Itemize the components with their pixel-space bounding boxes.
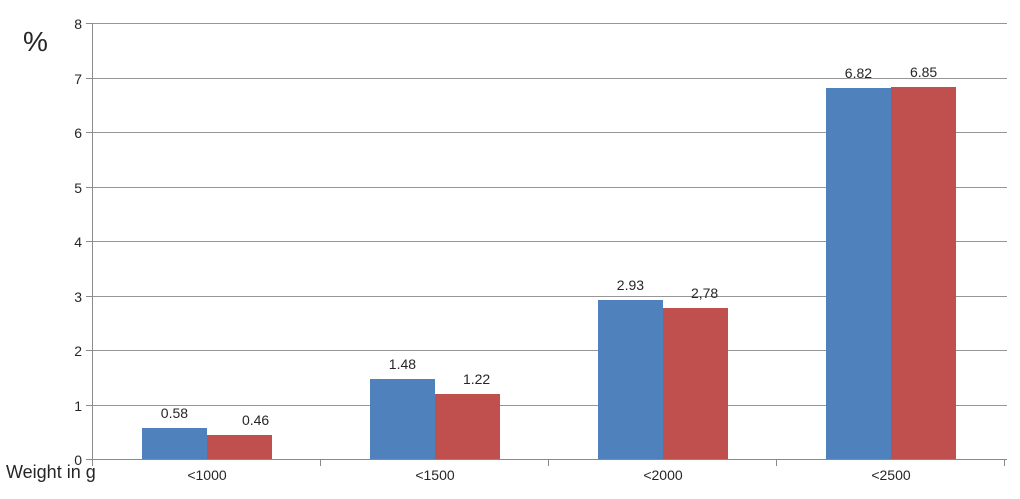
bar-series-1-category-2 — [369, 379, 435, 460]
y-axis-title: % — [23, 26, 48, 57]
y-axis-tick-label: 3 — [74, 289, 82, 305]
x-axis-line — [93, 459, 1007, 460]
y-axis-tick — [86, 187, 93, 188]
y-axis-tick — [86, 350, 93, 351]
gridline — [93, 241, 1007, 242]
bar-series-1-category-4 — [825, 88, 891, 460]
bar-value-label: 6.85 — [909, 63, 938, 80]
y-axis-tick — [86, 296, 93, 297]
y-axis-line — [92, 24, 93, 466]
x-axis-category-label: <2000 — [643, 467, 683, 483]
gridline — [93, 350, 1007, 351]
y-axis-tick-label: 1 — [74, 398, 82, 414]
bar-value-label: 1.22 — [462, 370, 491, 387]
gridline — [93, 78, 1007, 79]
y-axis-tick — [86, 23, 93, 24]
y-axis-tick-label: 7 — [74, 71, 82, 87]
y-axis-tick — [86, 132, 93, 133]
x-axis-tick — [776, 460, 777, 466]
y-axis-tick-label: 4 — [74, 234, 82, 250]
bar-series-2-category-3 — [663, 308, 729, 460]
bar-value-label: 0.58 — [160, 405, 189, 422]
y-axis-tick — [86, 78, 93, 79]
plot-area: 0.58 0.46 <1000 1.48 1.22 <1500 2.93 2,78 <2000 6… — [74, 17, 1007, 482]
bar-value-label: 6.82 — [844, 65, 873, 82]
x-axis-tick — [320, 460, 321, 466]
y-axis-tick — [86, 459, 93, 460]
bar-series-2-category-4 — [891, 86, 957, 460]
y-axis-tick-label: 5 — [74, 180, 82, 196]
bar-value-label: 1.48 — [388, 356, 417, 373]
gridline — [93, 187, 1007, 188]
bar-value-label: 2,78 — [690, 285, 719, 302]
y-axis-tick-label: 0 — [74, 452, 82, 468]
bar-value-label: 2.93 — [616, 277, 645, 294]
x-axis-category-label: <1500 — [415, 467, 455, 483]
x-axis-category-label: <1000 — [187, 467, 227, 483]
y-axis-tick-label: 2 — [74, 343, 82, 359]
gridline — [93, 23, 1007, 24]
y-axis-tick-label: 6 — [74, 125, 82, 141]
bar-series-2-category-2 — [435, 393, 501, 460]
gridline — [93, 296, 1007, 297]
x-axis-tick — [1004, 460, 1005, 466]
bar-series-1-category-1 — [141, 428, 207, 460]
x-axis-title: Weight in g — [6, 462, 96, 482]
y-axis-tick — [86, 241, 93, 242]
bar-value-label: 0.46 — [241, 411, 270, 428]
bar-series-1-category-3 — [597, 300, 663, 460]
y-axis-tick — [86, 405, 93, 406]
gridline — [93, 132, 1007, 133]
y-axis-tick-label: 8 — [74, 16, 82, 32]
x-axis-tick — [548, 460, 549, 466]
x-axis-category-label: <2500 — [871, 467, 911, 483]
bar-series-2-category-1 — [207, 434, 273, 460]
gridline — [93, 405, 1007, 406]
